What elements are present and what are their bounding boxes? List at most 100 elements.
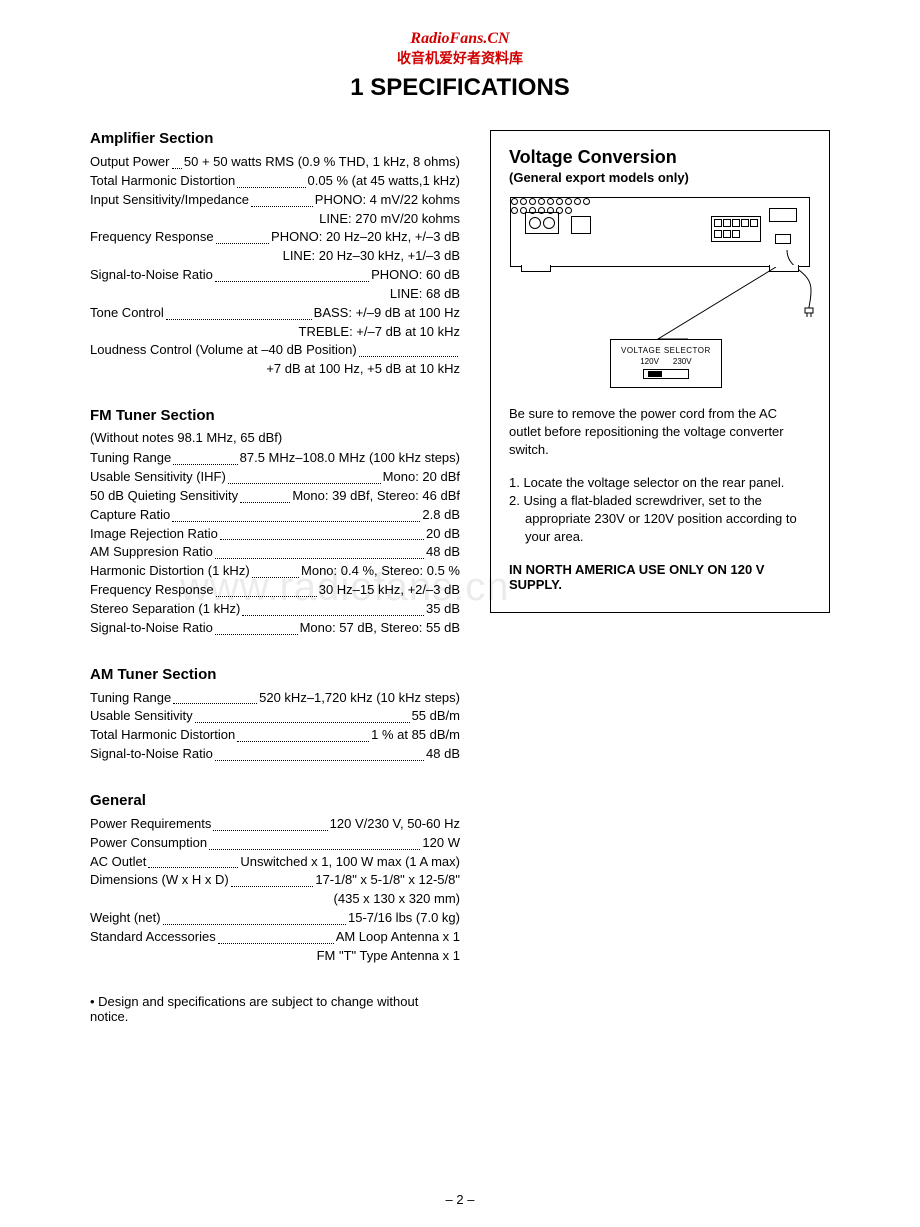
antenna-terminal-icon: [769, 208, 797, 222]
spec-label: Frequency Response: [90, 581, 214, 600]
spec-row: Input Sensitivity/Impedance PHONO: 4 mV/2…: [90, 191, 460, 210]
am-title: AM Tuner Section: [90, 666, 460, 683]
spec-row: Dimensions (W x H x D) 17-1/8" x 5-1/8" x…: [90, 871, 460, 890]
spec-label: Dimensions (W x H x D): [90, 871, 229, 890]
spec-row: Stereo Separation (1 kHz) 35 dB: [90, 600, 460, 619]
spec-label: Total Harmonic Distortion: [90, 172, 235, 191]
spec-label: AC Outlet: [90, 853, 146, 872]
selector-detail: VOLTAGE SELECTOR 120V 230V: [610, 339, 722, 388]
spec-continuation: TREBLE: +/–7 dB at 10 kHz: [90, 323, 460, 342]
spec-value: 87.5 MHz–108.0 MHz (100 kHz steps): [240, 449, 460, 468]
spec-value: Unswitched x 1, 100 W max (1 A max): [240, 853, 460, 872]
spec-label: Power Requirements: [90, 815, 211, 834]
spec-row: Frequency Response 30 Hz–15 kHz, +2/–3 dB: [90, 581, 460, 600]
left-column: Amplifier Section Output Power50 + 50 wa…: [90, 130, 460, 1024]
spec-row: Signal-to-Noise RatioPHONO: 60 dB: [90, 266, 460, 285]
spec-row: Output Power 50 + 50 watts RMS (0.9 % THD…: [90, 153, 460, 172]
spec-continuation: LINE: 20 Hz–30 kHz, +1/–3 dB: [90, 247, 460, 266]
panel-box-icon: [571, 216, 591, 234]
selector-230v: 230V: [673, 357, 692, 366]
spec-value: 48 dB: [426, 745, 460, 764]
spec-value: PHONO: 4 mV/22 kohms: [315, 191, 460, 210]
spec-label: Signal-to-Noise Ratio: [90, 745, 213, 764]
spec-label: Usable Sensitivity: [90, 707, 193, 726]
spec-value: 50 + 50 watts RMS (0.9 % THD, 1 kHz, 8 o…: [184, 153, 460, 172]
step-1: 1. Locate the voltage selector on the re…: [509, 474, 811, 492]
general-section: General Power Requirements 120 V/230 V, 5…: [90, 792, 460, 966]
spec-label: Tuning Range: [90, 689, 171, 708]
selector-label: VOLTAGE SELECTOR: [621, 346, 711, 355]
spec-row: Total Harmonic Distortion 1 % at 85 dB/m: [90, 726, 460, 745]
spec-value: Mono: 39 dBf, Stereo: 46 dBf: [292, 487, 460, 506]
spec-continuation: FM "T" Type Antenna x 1: [90, 947, 460, 966]
dot-leader: [359, 341, 458, 357]
spec-value: 120 V/230 V, 50-60 Hz: [330, 815, 460, 834]
spec-label: Weight (net): [90, 909, 161, 928]
dot-leader: [166, 304, 312, 320]
dot-leader: [237, 726, 369, 742]
dot-leader: [220, 525, 424, 541]
dot-leader: [148, 853, 238, 869]
spec-value: 17-1/8" x 5-1/8" x 12-5/8": [315, 871, 460, 890]
spec-label: AM Suppresion Ratio: [90, 543, 213, 562]
spec-continuation: (435 x 130 x 320 mm): [90, 890, 460, 909]
spec-label: Loudness Control (Volume at –40 dB Posit…: [90, 341, 357, 360]
spec-label: Stereo Separation (1 kHz): [90, 600, 240, 619]
selector-120v: 120V: [640, 357, 659, 366]
spec-value: Mono: 0.4 %, Stereo: 0.5 %: [301, 562, 460, 581]
speaker-terminals-icon: [711, 216, 761, 242]
dot-leader: [215, 266, 369, 282]
am-section: AM Tuner Section Tuning Range 520 kHz–1,7…: [90, 666, 460, 764]
dot-leader: [242, 600, 424, 616]
spec-value: 520 kHz–1,720 kHz (10 kHz steps): [259, 689, 460, 708]
spec-row: 50 dB Quieting SensitivityMono: 39 dBf, …: [90, 487, 460, 506]
general-title: General: [90, 792, 460, 809]
dot-leader: [172, 506, 420, 522]
spec-row: Image Rejection Ratio20 dB: [90, 525, 460, 544]
spec-rows: Tuning Range 87.5 MHz–108.0 MHz (100 kHz …: [90, 449, 460, 637]
voltage-selector-icon: [775, 234, 791, 244]
spec-value: BASS: +/–9 dB at 100 Hz: [314, 304, 460, 323]
dot-leader: [237, 172, 305, 188]
dot-leader: [215, 619, 298, 635]
spec-label: Input Sensitivity/Impedance: [90, 191, 249, 210]
spec-continuation: LINE: 270 mV/20 kohms: [90, 210, 460, 229]
dot-leader: [173, 689, 257, 705]
voltage-text: Be sure to remove the power cord from th…: [509, 405, 811, 460]
spec-rows: Power Requirements120 V/230 V, 50-60 HzP…: [90, 815, 460, 966]
spec-value: 35 dB: [426, 600, 460, 619]
voltage-title: Voltage Conversion: [509, 147, 811, 168]
spec-value: PHONO: 20 Hz–20 kHz, +/–3 dB: [271, 228, 460, 247]
right-column: Voltage Conversion (General export model…: [490, 130, 830, 1024]
spec-label: Harmonic Distortion (1 kHz): [90, 562, 250, 581]
spec-label: Standard Accessories: [90, 928, 216, 947]
dot-leader: [215, 745, 424, 761]
dot-leader: [172, 153, 182, 169]
amplifier-section: Amplifier Section Output Power50 + 50 wa…: [90, 130, 460, 379]
spec-row: Loudness Control (Volume at –40 dB Posit…: [90, 341, 460, 360]
spec-row: Weight (net)15-7/16 lbs (7.0 kg): [90, 909, 460, 928]
spec-row: AM Suppresion Ratio48 dB: [90, 543, 460, 562]
spec-value: Mono: 20 dBf: [383, 468, 460, 487]
voltage-subtitle: (General export models only): [509, 170, 811, 185]
spec-label: Tuning Range: [90, 449, 171, 468]
spec-label: Output Power: [90, 153, 170, 172]
dot-leader: [240, 487, 290, 503]
spec-row: Signal-to-Noise RatioMono: 57 dB, Stereo…: [90, 619, 460, 638]
spec-value: AM Loop Antenna x 1: [336, 928, 460, 947]
dot-leader: [216, 228, 269, 244]
spec-continuation: +7 dB at 100 Hz, +5 dB at 10 kHz: [90, 360, 460, 379]
spec-value: 1 % at 85 dB/m: [371, 726, 460, 745]
spec-label: Usable Sensitivity (IHF): [90, 468, 226, 487]
selector-callout: VOLTAGE SELECTOR 120V 230V: [510, 267, 810, 397]
spec-value: 30 Hz–15 kHz, +2/–3 dB: [319, 581, 460, 600]
dot-leader: [209, 834, 420, 850]
spec-label: Frequency Response: [90, 228, 214, 247]
spec-label: Total Harmonic Distortion: [90, 726, 235, 745]
ac-outlet-icon: [525, 212, 559, 234]
dot-leader: [228, 468, 381, 484]
spec-row: Usable Sensitivity55 dB/m: [90, 707, 460, 726]
spec-rows: Tuning Range 520 kHz–1,720 kHz (10 kHz st…: [90, 689, 460, 764]
dot-leader: [216, 581, 317, 597]
dot-leader: [163, 909, 346, 925]
